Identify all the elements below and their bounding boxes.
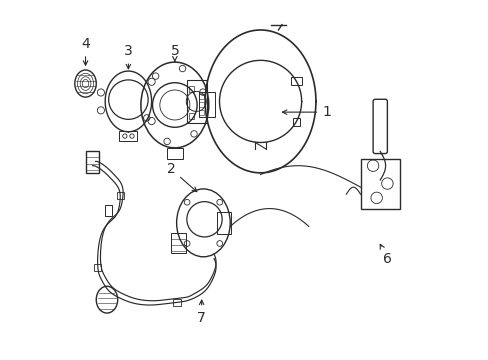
Text: 6: 6 <box>380 244 391 266</box>
Text: 1: 1 <box>282 105 330 119</box>
Text: 3: 3 <box>124 44 133 69</box>
Text: 5: 5 <box>170 44 179 61</box>
Text: 7: 7 <box>197 300 205 324</box>
Text: 4: 4 <box>81 37 90 65</box>
Text: 2: 2 <box>166 162 197 192</box>
